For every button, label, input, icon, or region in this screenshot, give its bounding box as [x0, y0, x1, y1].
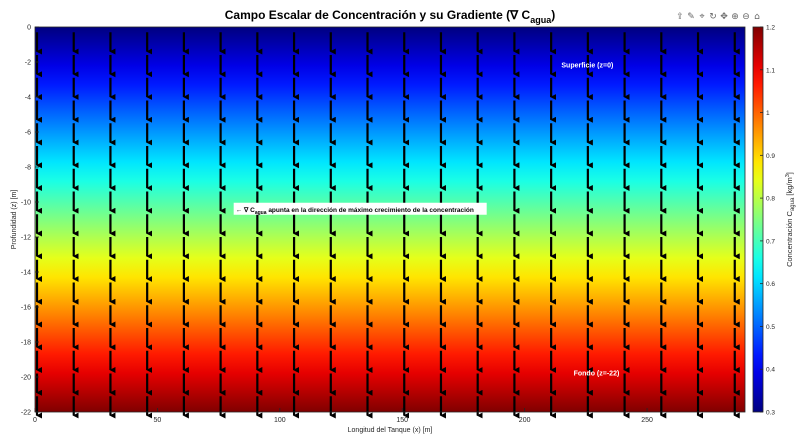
colorbar-tick-label: 0.4 [766, 367, 775, 374]
colorbar-tick-label: 1 [766, 110, 770, 117]
colorbar-tick-label: 0.6 [766, 281, 775, 288]
y-tick-label: -14 [21, 270, 31, 277]
x-tick-label: 200 [519, 417, 531, 424]
y-tick-label: -2 [25, 60, 31, 67]
y-tick-label: -22 [21, 410, 31, 417]
colorbar-tick-label: 0.5 [766, 324, 775, 331]
y-tick-label: -4 [25, 95, 31, 102]
colorbar-tick-label: 0.9 [766, 153, 775, 160]
x-tick-label: 100 [274, 417, 286, 424]
y-tick-label: -18 [21, 340, 31, 347]
y-tick-label: -20 [21, 375, 31, 382]
chart-title: Campo Escalar de Concentración y su Grad… [225, 8, 555, 25]
x-axis-label: Longitud del Tanque (x) [m] [348, 427, 433, 434]
y-tick-label: -10 [21, 200, 31, 207]
zoom-in-icon[interactable]: ⊕ [731, 12, 739, 22]
annotation-background [233, 202, 487, 215]
colorbar [752, 26, 764, 413]
annotation-text: ← ∇ Cagua apunta en la dirección de máxi… [236, 206, 474, 216]
colorbar-tick-label: 0.3 [766, 410, 775, 417]
colorbar-tick-label: 0.7 [766, 238, 775, 245]
brush-icon[interactable]: ✎ [687, 12, 695, 22]
pan-icon[interactable]: ✥ [720, 12, 728, 22]
colorbar-tick-label: 0.8 [766, 196, 775, 203]
x-tick-label: 150 [396, 417, 408, 424]
colorbar-tick-label: 1.2 [766, 25, 775, 32]
y-tick-label: -12 [21, 235, 31, 242]
axes-box [34, 26, 746, 413]
export-icon[interactable]: ⇪ [676, 12, 684, 22]
bottom-label: Fondo (z=-22) [574, 371, 620, 378]
gradient-annotation: ← ∇ Cagua apunta en la dirección de máxi… [233, 202, 487, 216]
gradient-arrows [35, 32, 740, 419]
colorbar-tick-label: 1.1 [766, 67, 775, 74]
y-axis-label: Profundidad (z) [m] [11, 190, 18, 250]
home-icon[interactable]: ⌂ [754, 12, 760, 22]
rotate-icon[interactable]: ↻ [709, 12, 717, 22]
y-tick-label: -6 [25, 130, 31, 137]
surface-label: Superficie (z=0) [561, 63, 613, 70]
x-tick-label: 0 [33, 417, 37, 424]
y-tick-label: 0 [27, 25, 31, 32]
x-tick-label: 250 [641, 417, 653, 424]
y-tick-label: -8 [25, 165, 31, 172]
concentration-field [35, 27, 745, 412]
zoom-out-icon[interactable]: ⊖ [742, 12, 750, 22]
y-tick-label: -16 [21, 305, 31, 312]
axes-toolbar: ⇪ ✎ ⌖ ↻ ✥ ⊕ ⊖ ⌂ [675, 12, 762, 22]
datatip-icon[interactable]: ⌖ [699, 12, 705, 22]
x-tick-label: 50 [154, 417, 162, 424]
colorbar-label: Concentración Cagua [kg/m3] [785, 172, 796, 267]
